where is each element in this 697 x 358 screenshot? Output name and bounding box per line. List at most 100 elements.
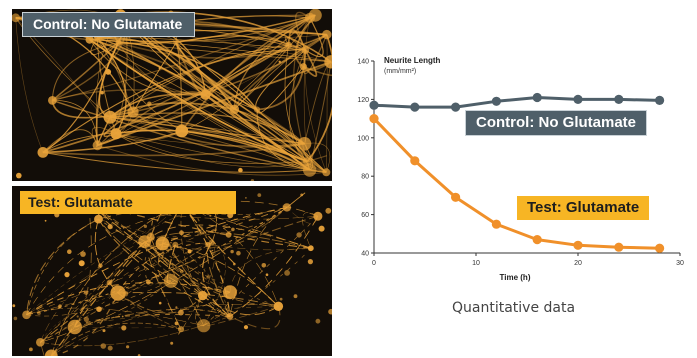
cell-body bbox=[85, 35, 94, 44]
data-point bbox=[614, 94, 624, 104]
debris-particle bbox=[257, 193, 262, 197]
cell-body bbox=[67, 319, 82, 335]
data-point bbox=[491, 219, 501, 229]
x-axis-label: Time (h) bbox=[500, 273, 531, 282]
neurite-fiber bbox=[89, 34, 327, 42]
neurite-fiber bbox=[117, 292, 182, 330]
debris-particle bbox=[265, 273, 269, 276]
debris-particle bbox=[225, 231, 232, 238]
cell-body bbox=[115, 39, 122, 46]
chart-label-test: Test: Glutamate bbox=[517, 196, 650, 220]
debris-particle bbox=[300, 193, 304, 197]
neurite-fiber bbox=[118, 42, 332, 63]
neuron-network-image bbox=[12, 192, 332, 356]
debris-particle bbox=[146, 279, 151, 285]
debris-particle bbox=[261, 263, 267, 268]
neurite-fiber bbox=[287, 29, 307, 51]
x-tick-label: 10 bbox=[472, 260, 480, 267]
debris-particle bbox=[209, 214, 212, 217]
neurite-fiber bbox=[203, 215, 319, 326]
cell-body bbox=[103, 110, 117, 124]
neurite-fiber bbox=[50, 322, 182, 356]
debris-particle bbox=[230, 249, 234, 254]
chart-caption: Quantitative data bbox=[452, 300, 576, 316]
debris-particle bbox=[325, 207, 332, 214]
neurite-fiber bbox=[157, 202, 183, 282]
neurite-fiber bbox=[150, 207, 288, 238]
neurite-fiber bbox=[87, 202, 204, 296]
neurite-fiber bbox=[175, 42, 327, 173]
test-micrograph: Test: Glutamate bbox=[12, 186, 332, 356]
debris-particle bbox=[16, 172, 22, 179]
debris-particle bbox=[67, 249, 72, 254]
debris-particle bbox=[44, 219, 47, 222]
neurite-fiber bbox=[87, 202, 311, 249]
neurite-fiber bbox=[94, 218, 119, 294]
neurite-fiber bbox=[181, 202, 231, 317]
neurite-fiber bbox=[115, 133, 308, 168]
debris-particle bbox=[37, 311, 41, 315]
data-point bbox=[451, 192, 461, 202]
neurite-fiber bbox=[257, 49, 307, 111]
cell-body bbox=[163, 273, 178, 288]
neurite-fiber bbox=[325, 34, 328, 173]
debris-particle bbox=[328, 308, 332, 315]
neurite-fiber bbox=[110, 116, 305, 145]
neurite-fiber bbox=[229, 215, 319, 317]
neurite-fiber bbox=[203, 305, 279, 327]
neurite-fiber bbox=[229, 306, 281, 330]
debris-particle bbox=[174, 321, 179, 326]
neurite-fiber bbox=[178, 295, 203, 335]
neurite-fiber bbox=[181, 14, 316, 132]
neurite-fiber bbox=[203, 242, 226, 326]
debris-particle bbox=[318, 225, 325, 232]
cell-body bbox=[285, 41, 292, 49]
debris-particle bbox=[121, 325, 127, 331]
cell-body bbox=[37, 147, 49, 158]
neurite-fiber bbox=[51, 100, 134, 119]
y-axis-unit: (mm/mm²) bbox=[384, 68, 416, 75]
debris-particle bbox=[158, 260, 161, 263]
debris-particle bbox=[284, 270, 290, 276]
debris-particle bbox=[100, 91, 104, 95]
neurite-fiber bbox=[51, 241, 145, 356]
neurite-fiber bbox=[51, 304, 279, 356]
neurite-fiber bbox=[193, 209, 231, 317]
x-tick-label: 20 bbox=[574, 260, 582, 267]
neurite-fiber bbox=[26, 209, 194, 315]
neurite-fiber bbox=[169, 242, 204, 296]
debris-particle bbox=[293, 294, 298, 299]
debris-particle bbox=[187, 249, 192, 254]
neurite-fiber bbox=[304, 17, 324, 57]
neurite-fiber bbox=[96, 37, 127, 135]
cell-body bbox=[254, 106, 261, 113]
neurite-fiber bbox=[50, 241, 146, 356]
chart-title: Neurite Length bbox=[384, 56, 441, 65]
neurite-fiber bbox=[96, 37, 117, 134]
y-tick-label: 40 bbox=[361, 251, 369, 258]
neurite-fiber bbox=[302, 212, 319, 249]
cell-body bbox=[229, 104, 240, 115]
cell-body bbox=[48, 96, 57, 105]
debris-particle bbox=[83, 316, 89, 322]
neurite-fiber bbox=[181, 130, 310, 171]
debris-particle bbox=[233, 262, 236, 266]
neurite-fiber bbox=[87, 202, 231, 293]
neurite-fiber bbox=[98, 218, 203, 296]
neurite-fiber bbox=[74, 308, 231, 328]
neurite-fiber bbox=[286, 192, 306, 208]
neurite-fiber bbox=[234, 14, 316, 110]
cell-body bbox=[273, 301, 284, 311]
cell-body bbox=[175, 124, 189, 138]
debris-particle bbox=[80, 251, 86, 257]
neurite-fiber bbox=[202, 295, 279, 316]
neurite-fiber bbox=[25, 218, 99, 315]
debris-particle bbox=[107, 345, 113, 351]
neurite-fiber bbox=[26, 209, 194, 315]
neurite-fiber bbox=[118, 291, 279, 307]
neurite-fiber bbox=[116, 133, 310, 171]
neurite-fiber bbox=[26, 292, 119, 315]
y-tick-label: 100 bbox=[357, 135, 369, 142]
debris-particle bbox=[143, 224, 147, 228]
data-point bbox=[532, 92, 542, 103]
